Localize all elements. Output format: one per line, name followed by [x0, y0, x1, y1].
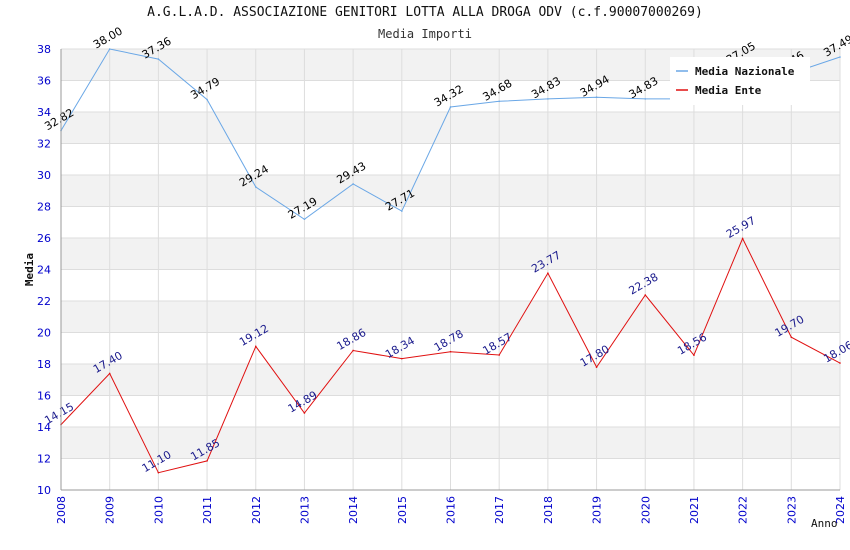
- y-tick-label: 26: [37, 232, 51, 245]
- x-tick-label: 2012: [250, 496, 263, 524]
- data-point: [595, 366, 598, 368]
- data-point: [741, 237, 744, 240]
- data-point: [352, 349, 354, 352]
- data-point: [254, 186, 257, 188]
- x-tick-label: 2019: [591, 496, 604, 524]
- data-point: [303, 218, 306, 221]
- data-point: [498, 100, 500, 103]
- x-tick-label: 2017: [493, 496, 506, 524]
- y-tick-label: 10: [37, 484, 51, 497]
- data-point: [108, 372, 111, 375]
- y-tick-label: 18: [37, 358, 51, 371]
- x-axis-title: Anno: [811, 517, 838, 530]
- legend-label: Media Nazionale: [695, 65, 795, 78]
- data-point: [693, 354, 695, 356]
- grid-lines: [60, 48, 841, 491]
- y-tick-label: 22: [37, 295, 51, 308]
- data-point: [401, 357, 403, 360]
- x-tick-label: 2018: [542, 496, 555, 524]
- data-point: [352, 183, 354, 185]
- y-tick-label: 24: [37, 264, 51, 277]
- y-tick-label: 32: [37, 138, 51, 151]
- y-tick-label: 30: [37, 169, 51, 182]
- x-tick-label: 2023: [785, 496, 798, 524]
- data-point: [157, 58, 160, 60]
- y-tick-label: 34: [37, 106, 51, 119]
- x-tick-label: 2024: [834, 496, 847, 524]
- data-point: [206, 460, 208, 462]
- x-tick-label: 2009: [104, 496, 117, 524]
- data-point: [108, 48, 111, 50]
- x-tick-label: 2008: [55, 496, 68, 524]
- x-tick-label: 2011: [201, 496, 214, 524]
- x-tick-label: 2022: [737, 496, 750, 524]
- chart-subtitle: Media Importi: [378, 27, 472, 41]
- data-point: [595, 96, 598, 98]
- y-tick-label: 16: [37, 390, 51, 403]
- data-label: 38.00: [91, 24, 125, 51]
- x-tick-label: 2010: [152, 496, 165, 524]
- data-point: [644, 294, 647, 296]
- y-tick-label: 38: [37, 43, 51, 56]
- data-point: [449, 350, 452, 353]
- y-tick-label: 28: [37, 201, 51, 214]
- data-point: [790, 336, 793, 339]
- data-point: [839, 56, 841, 58]
- x-tick-label: 2021: [688, 496, 701, 524]
- data-point: [449, 106, 452, 108]
- x-tick-label: 2016: [445, 496, 458, 524]
- data-point: [254, 345, 257, 348]
- data-point: [547, 98, 549, 100]
- data-point: [839, 362, 841, 364]
- x-tick-label: 2014: [347, 496, 360, 524]
- legend-label: Media Ente: [695, 84, 762, 97]
- data-point: [547, 272, 549, 274]
- y-tick-label: 20: [37, 327, 51, 340]
- data-point: [303, 412, 306, 414]
- y-tick-label: 12: [37, 453, 51, 466]
- y-tick-label: 36: [37, 75, 51, 88]
- y-axis-title: Media: [23, 253, 36, 286]
- data-point: [206, 98, 208, 101]
- data-point: [401, 210, 403, 212]
- legend: Media Nazionale Media Ente: [670, 57, 810, 105]
- y-tick-label: 14: [37, 421, 51, 434]
- legend-box: [670, 57, 810, 105]
- data-point: [644, 98, 647, 100]
- chart-title: A.G.L.A.D. ASSOCIAZIONE GENITORI LOTTA A…: [147, 5, 703, 20]
- data-point: [157, 471, 160, 474]
- x-tick-label: 2015: [396, 496, 409, 524]
- x-tick-label: 2013: [298, 496, 311, 524]
- x-tick-label: 2020: [639, 496, 652, 524]
- data-point: [498, 354, 500, 356]
